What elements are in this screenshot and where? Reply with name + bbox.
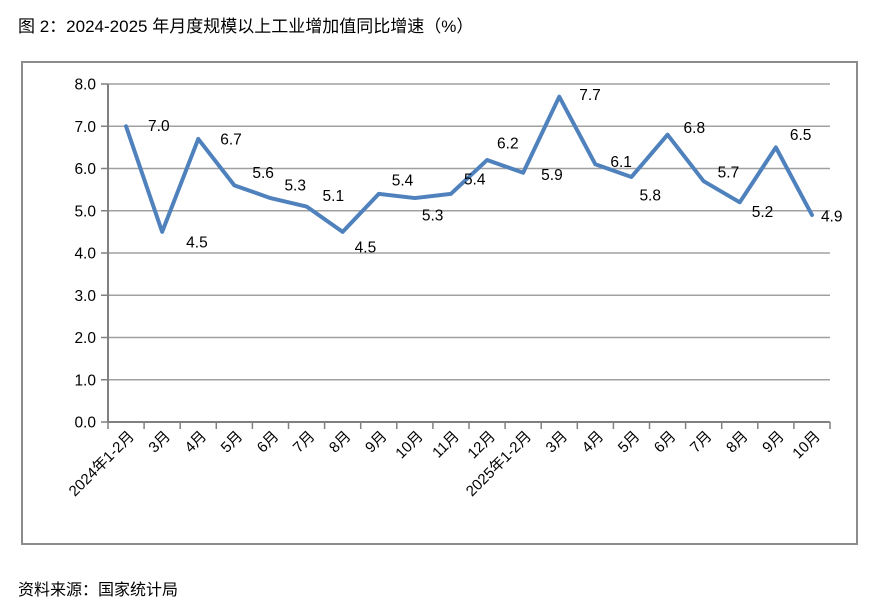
- data-point-label: 5.3: [422, 208, 444, 225]
- data-point-label: 7.7: [579, 87, 601, 104]
- x-axis-label: 9月: [362, 428, 391, 457]
- data-point-label: 5.3: [284, 178, 306, 195]
- data-point-label: 6.1: [610, 154, 632, 171]
- x-axis-label: 8月: [326, 428, 355, 457]
- x-axis-label: 10月: [392, 428, 426, 462]
- data-point-label: 5.7: [718, 165, 740, 182]
- data-point-label: 6.5: [790, 127, 812, 144]
- x-axis-label: 7月: [290, 428, 319, 457]
- x-axis-label: 7月: [687, 428, 716, 457]
- x-axis-label: 5月: [218, 428, 247, 457]
- x-axis-label: 3月: [145, 428, 174, 457]
- x-axis-label: 10月: [789, 428, 823, 462]
- chart-frame: 0.0 1.0 2.0 3.0 4.0 5.0 6.0 7.0 8.0 2024年1-2月 3月 4月…: [21, 61, 858, 545]
- data-point-label: 4.9: [821, 208, 843, 225]
- x-axis-label: 2024年1-2月: [66, 428, 138, 500]
- data-point-label: 5.4: [464, 171, 486, 188]
- x-axis-label: 11月: [429, 428, 463, 462]
- x-axis-label: 6月: [254, 428, 283, 457]
- y-axis-label: 4.0: [74, 246, 96, 263]
- data-point-label: 5.1: [323, 188, 345, 205]
- x-axis-label: 9月: [759, 428, 788, 457]
- data-point-label: 5.6: [252, 165, 274, 182]
- data-point-label: 5.8: [639, 187, 661, 204]
- data-point-label: 6.7: [220, 131, 242, 148]
- x-axis-label: 3月: [543, 428, 572, 457]
- series-line: [124, 94, 814, 234]
- y-axis-label: 8.0: [74, 77, 96, 94]
- x-axis-label: 8月: [723, 428, 752, 457]
- y-axis-label: 3.0: [74, 288, 96, 305]
- data-point-label: 4.5: [186, 234, 208, 251]
- data-point-label: 6.2: [497, 136, 519, 153]
- x-axis-label: 4月: [579, 428, 608, 457]
- data-point-label: 6.8: [684, 120, 706, 137]
- source-note: 资料来源：国家统计局: [18, 582, 179, 599]
- y-axis-label: 1.0: [74, 372, 96, 389]
- x-axis-label: 6月: [651, 428, 680, 457]
- y-axis-label: 7.0: [74, 119, 96, 136]
- data-point-label: 5.4: [392, 172, 414, 189]
- y-axis-label: 2.0: [74, 330, 96, 347]
- y-axis-label: 0.0: [74, 415, 96, 432]
- data-point-label: 4.5: [355, 239, 377, 256]
- x-axis-label: 4月: [182, 428, 211, 457]
- data-point-label: 5.2: [752, 204, 774, 221]
- chart-title: 图 2：2024-2025 年月度规模以上工业增加值同比增速（%）: [18, 17, 474, 36]
- y-axis-label: 5.0: [74, 203, 96, 220]
- y-axis-label: 6.0: [74, 161, 96, 178]
- data-point-label: 7.0: [148, 118, 170, 135]
- x-axis-label: 2025年1-2月: [463, 428, 535, 500]
- x-axis-label: 5月: [615, 428, 644, 457]
- data-point-label: 5.9: [541, 167, 563, 184]
